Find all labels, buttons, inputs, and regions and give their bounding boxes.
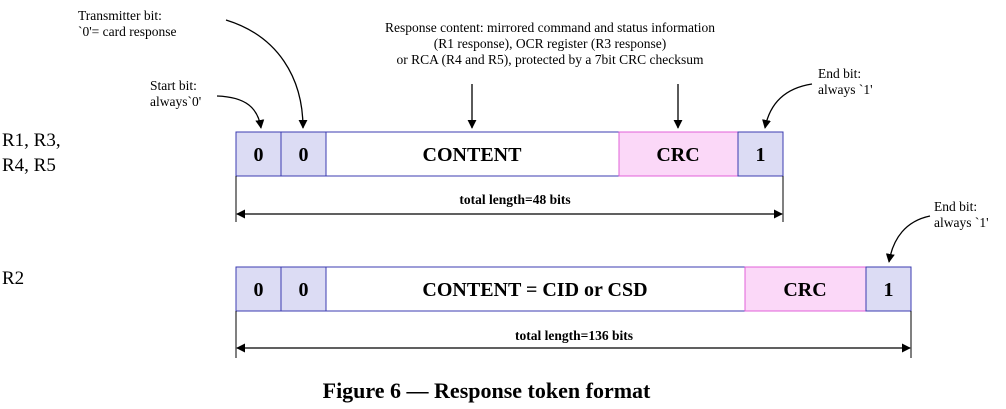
row1-content-cell (325, 131, 620, 177)
row2-crc-cell (744, 266, 867, 312)
row1-transmitter-bit-cell (280, 131, 327, 177)
row2-length-dimension: total length=136 bits (235, 311, 912, 358)
start-bit-title: Start bit: (150, 78, 197, 93)
response-content-line-2: (R1 response), OCR register (R3 response… (433, 36, 667, 51)
row-label-r1-r3-r4-r5: R1, R3, R4, R5 (2, 128, 61, 178)
row1-crc-cell (618, 131, 739, 177)
row2-start-bit-value: 0 (254, 279, 264, 301)
response-content-line-1: Response content: mirrored command and s… (385, 20, 715, 35)
row2-transmitter-bit-value: 0 (299, 279, 309, 301)
end-bit-top-annotation: End bit: always `1' (818, 66, 873, 98)
row1-end-bit-value: 1 (756, 144, 766, 166)
end-bit-bottom-arrow (885, 215, 931, 263)
row2-end-bit-cell (865, 266, 912, 312)
end-bit-top-title: End bit: (818, 66, 862, 81)
figure-caption: Figure 6 — Response token format (322, 378, 651, 403)
row1-transmitter-bit-value: 0 (299, 144, 309, 166)
row2-transmitter-bit-cell (280, 266, 327, 312)
end-bit-bottom-title: End bit: (934, 199, 978, 214)
row2-length-label: total length=136 bits (515, 328, 633, 343)
response-content-annotation: Response content: mirrored command and s… (340, 20, 760, 68)
end-bit-bottom-annotation: End bit: always `1' (934, 199, 989, 231)
row1-length-dimension: total length=48 bits (235, 176, 784, 222)
end-bit-bottom-desc: always `1' (934, 215, 989, 230)
end-bit-top-arrow (762, 83, 813, 129)
row1-end-bit-cell (737, 131, 784, 177)
start-bit-arrow (216, 95, 265, 129)
row-label-r4-r5: R4, R5 (2, 155, 56, 176)
start-bit-desc: always`0' (150, 94, 202, 109)
start-bit-annotation: Start bit: always`0' (150, 78, 201, 110)
row1-length-label: total length=48 bits (459, 192, 570, 207)
row1-start-bit-cell (235, 131, 282, 177)
row1-start-bit-value: 0 (254, 144, 264, 166)
row2-content-label: CONTENT = CID or CSD (422, 279, 647, 301)
row-label-r1-r3: R1, R3, (2, 130, 61, 151)
transmitter-bit-title: Transmitter bit: (78, 8, 162, 23)
row2-end-bit-value: 1 (884, 279, 894, 301)
response-content-line-3: or RCA (R4 and R5), protected by a 7bit … (396, 52, 704, 67)
row1-token: 0 0 CONTENT CRC 1 (235, 131, 784, 177)
row2-crc-label: CRC (783, 279, 826, 301)
row-label-r2: R2 (2, 268, 25, 289)
transmitter-bit-arrow (225, 19, 308, 129)
row1-content-label: CONTENT (423, 144, 523, 166)
row1-crc-label: CRC (656, 144, 699, 166)
end-bit-top-desc: always `1' (818, 82, 873, 97)
transmitter-bit-desc: `0'= card response (78, 24, 177, 39)
transmitter-bit-annotation: Transmitter bit: `0'= card response (78, 8, 177, 40)
row2-start-bit-cell (235, 266, 282, 312)
row2-token: 0 0 CONTENT = CID or CSD CRC 1 (235, 266, 912, 312)
